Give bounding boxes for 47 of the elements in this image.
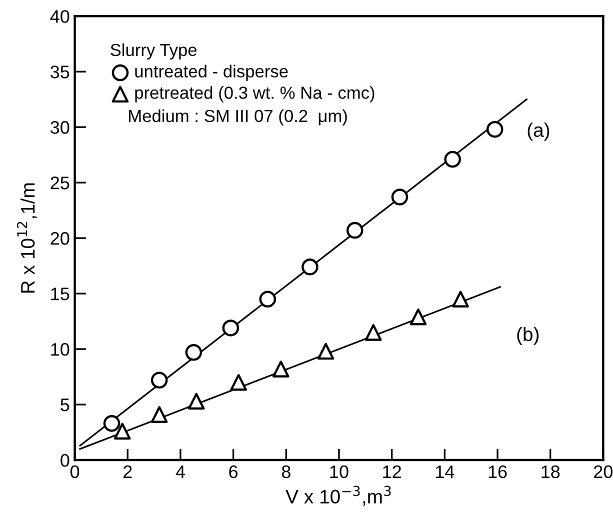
point	[364, 324, 382, 341]
y-tick-label: 30	[50, 121, 70, 134]
x-tick-label: 16	[488, 465, 507, 478]
annotation: (b)	[517, 326, 539, 345]
x-tick-label: 18	[542, 465, 560, 478]
legend-label: pretreated (0.3 wt. % Na - cmc)	[135, 86, 374, 102]
point	[150, 372, 168, 389]
point	[391, 188, 408, 206]
point	[185, 344, 202, 361]
x-tick-label: 0	[70, 465, 80, 478]
y-tick-label: 10	[51, 343, 70, 356]
point	[114, 422, 131, 440]
x-tick-label: 2	[124, 465, 132, 478]
y-tick-label: 40	[50, 10, 70, 23]
y-tick-label: 15	[51, 288, 70, 300]
point	[230, 374, 247, 391]
x-tick-label: 6	[229, 465, 238, 478]
x-tick-label: 4	[176, 466, 185, 478]
point	[346, 222, 364, 239]
legend-title: Slurry Type	[110, 43, 197, 60]
point	[302, 258, 318, 276]
x-axis-title: V x 10$^{−3}$,m$^{3}$	[286, 486, 391, 506]
y-axis-title: R x 10$^{12}$,1/m	[17, 183, 38, 293]
annotation: Medium : SM III 07 (0.2 μm)	[129, 109, 347, 126]
point	[317, 342, 334, 360]
y-tick-label: 25	[50, 176, 70, 190]
point	[486, 120, 504, 138]
x-tick-label: 14	[436, 466, 454, 478]
y-tick-label: 35	[50, 66, 70, 78]
point	[188, 392, 205, 410]
x-tick-label: 12	[383, 465, 401, 478]
point	[222, 320, 240, 336]
point	[150, 406, 168, 423]
point	[272, 360, 290, 378]
y-tick-label: 5	[60, 398, 70, 412]
point	[452, 290, 469, 308]
point	[410, 308, 427, 326]
x-tick-label: 8	[282, 465, 290, 478]
point	[259, 290, 276, 308]
y-tick-label: 20	[50, 232, 70, 245]
x-tick-label: 20	[594, 465, 613, 478]
legend-label: untreated - disperse	[135, 64, 288, 81]
annotation: (a)	[528, 122, 550, 141]
x-tick-label: 10	[330, 465, 348, 478]
point	[444, 150, 461, 168]
y-tick-label: 0	[60, 454, 70, 467]
point	[103, 415, 120, 432]
